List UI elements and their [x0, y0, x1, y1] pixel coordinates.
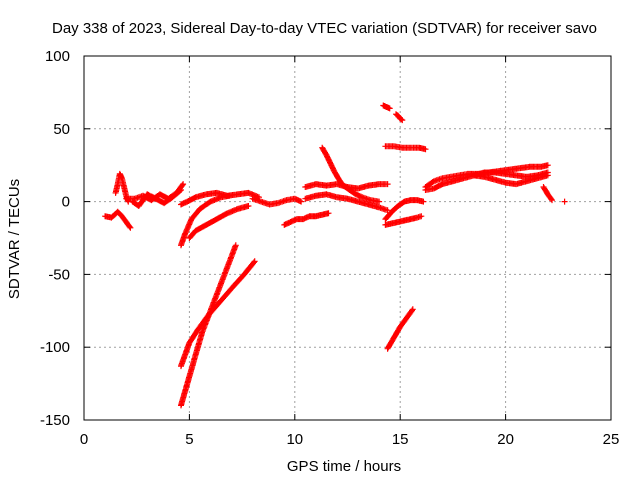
grid: [84, 56, 611, 420]
data-point-markers: [380, 102, 393, 112]
data-point-markers: [249, 195, 305, 208]
series-track-7: [186, 203, 252, 241]
data-point-markers: [186, 203, 252, 241]
series-track-9: [178, 258, 258, 370]
chart-title: Day 338 of 2023, Sidereal Day-to-day VTE…: [52, 20, 597, 37]
series-track-25: [561, 198, 568, 205]
x-tick-label: 20: [497, 431, 514, 448]
y-tick-label: 0: [62, 194, 70, 211]
series-track-14: [302, 191, 391, 214]
series-track-11: [281, 210, 332, 228]
data-point-markers: [302, 191, 391, 214]
y-tick-label: 50: [53, 121, 70, 138]
series-track-18: [382, 197, 427, 223]
y-axis-label: SDTVAR / TECUs: [6, 179, 23, 299]
y-tick-label: 100: [45, 48, 70, 65]
series-track-6: [178, 192, 233, 249]
series-track-1: [102, 208, 134, 231]
y-tick-label: -150: [40, 412, 70, 429]
series-track-16: [393, 111, 406, 124]
data-point-markers: [384, 306, 416, 352]
series-track-23: [471, 169, 551, 180]
data-point-markers: [540, 184, 555, 204]
data-point-markers: [393, 111, 406, 124]
series-track-4: [129, 187, 184, 209]
x-tick-label: 10: [286, 431, 303, 448]
data-point-markers: [178, 258, 258, 370]
data-point-markers: [178, 242, 239, 409]
data-point-markers: [382, 197, 427, 223]
series-track-15: [380, 102, 393, 112]
series-track-24: [540, 184, 555, 204]
x-tick-label: 15: [392, 431, 409, 448]
data-marks: [102, 102, 568, 409]
data-point-markers: [178, 192, 233, 249]
x-tick-label: 5: [185, 431, 193, 448]
data-point-markers: [382, 143, 429, 153]
data-point-markers: [129, 187, 184, 209]
axis-ticks: [83, 55, 612, 421]
series-track-8: [178, 242, 239, 409]
series-track-10: [249, 195, 305, 208]
plot-frame: [83, 55, 612, 421]
data-point-markers: [561, 198, 568, 205]
data-point-markers: [281, 210, 332, 228]
y-tick-label: -100: [40, 339, 70, 356]
x-tick-label: 0: [80, 431, 88, 448]
data-point-markers: [319, 144, 383, 205]
data-point-markers: [382, 213, 425, 228]
series-track-20: [384, 306, 416, 352]
series-track-13: [319, 144, 383, 205]
x-tick-label: 25: [603, 431, 620, 448]
series-track-17: [382, 143, 429, 153]
data-point-markers: [471, 169, 551, 180]
series-track-19: [382, 213, 425, 228]
tick-labels: 0 5 10 15 20 25 -150 -100 -50 0 50 100: [40, 48, 619, 448]
y-tick-label: -50: [48, 266, 70, 283]
data-point-markers: [102, 208, 134, 231]
x-axis-label: GPS time / hours: [287, 458, 401, 475]
